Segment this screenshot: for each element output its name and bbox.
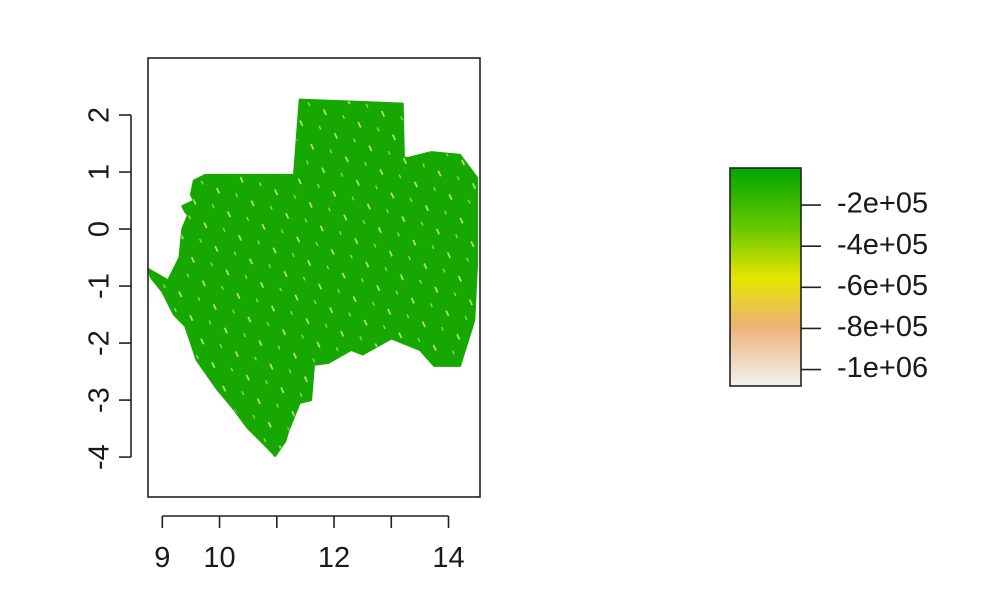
y-tick-label: -1 bbox=[84, 273, 116, 299]
legend-tick-label: -4e+05 bbox=[837, 229, 928, 261]
legend-tick-label: -8e+05 bbox=[837, 311, 928, 343]
legend-tick-label: -6e+05 bbox=[837, 270, 928, 302]
color-legend-ticks: -2e+05 -4e+05 -6e+05 -8e+05 -1e+06 bbox=[801, 188, 928, 384]
color-legend-bar bbox=[729, 167, 802, 387]
y-tick-label: -2 bbox=[84, 330, 116, 356]
y-tick-label: 1 bbox=[84, 164, 116, 180]
plot-frame bbox=[147, 57, 481, 498]
y-tick-label: 0 bbox=[84, 221, 116, 237]
x-tick-label: 12 bbox=[318, 542, 350, 574]
x-tick-label: 9 bbox=[154, 542, 170, 574]
x-tick-label: 14 bbox=[432, 542, 464, 574]
color-legend: -2e+05 -4e+05 -6e+05 -8e+05 -1e+06 bbox=[729, 167, 928, 387]
x-axis: 9 10 12 14 bbox=[154, 515, 465, 574]
y-tick-label: 2 bbox=[84, 107, 116, 123]
legend-tick-label: -2e+05 bbox=[837, 188, 928, 220]
y-tick-label: -4 bbox=[84, 444, 116, 470]
legend-tick-label: -1e+06 bbox=[837, 352, 928, 384]
raster-map-layer bbox=[147, 98, 479, 457]
y-axis: 2 1 0 -1 -2 -3 -4 bbox=[84, 107, 132, 470]
x-tick-label: 10 bbox=[203, 542, 235, 574]
y-tick-label: -3 bbox=[84, 387, 116, 413]
raster-texture-overlay bbox=[148, 99, 478, 456]
